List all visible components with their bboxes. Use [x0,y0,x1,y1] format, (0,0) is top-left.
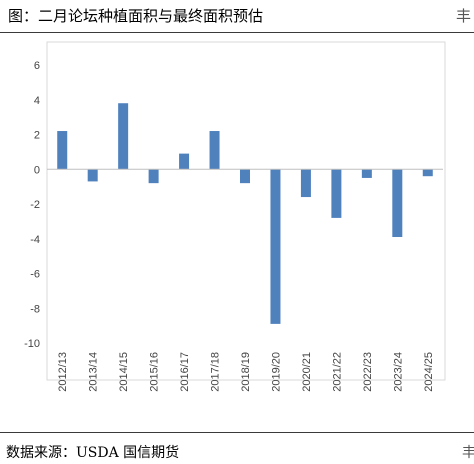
x-tick-label: 2012/13 [57,352,69,392]
x-tick-label: 2023/24 [392,352,404,392]
y-tick-label: -6 [30,269,40,281]
x-tick-label: 2022/23 [362,352,374,392]
y-axis-ticks: 6 4 2 0 -2 -4 -6 -8 -10 [24,60,40,350]
bar [87,169,98,182]
y-tick-label: 2 [34,130,40,142]
figure-title-cutoff: 丰 [456,7,472,25]
y-tick-label: -10 [24,338,40,350]
source-note-cutoff: 丰 [462,445,474,461]
bar [392,169,403,238]
bar [331,169,342,218]
x-tick-label: 2015/16 [149,352,161,392]
figure-title: 图：二月论坛种植面积与最终面积预估 [8,7,264,25]
source-note: 数据来源：USDA 国信期货 [6,445,180,461]
x-tick-label: 2016/17 [179,352,191,392]
x-tick-label: 2019/20 [270,352,282,392]
y-tick-label: -4 [30,234,40,246]
x-tick-label: 2021/22 [331,352,343,392]
bar [361,169,372,178]
bar [270,169,281,324]
x-tick-label: 2014/15 [118,352,130,392]
y-tick-label: -8 [30,303,40,315]
x-tick-label: 2024/25 [423,352,435,392]
bar [148,169,159,184]
bars [57,103,433,324]
plot-frame [46,41,446,381]
bar [57,131,68,170]
bar [422,169,433,177]
x-tick-label: 2013/14 [88,352,100,392]
y-tick-label: 0 [34,164,40,176]
x-axis-ticks: 2012/13 2013/14 2014/15 2015/16 2016/17 2017/… [57,352,435,392]
y-tick-label: -2 [30,199,40,211]
x-tick-label: 2017/18 [210,352,222,392]
bar [118,103,129,170]
x-tick-label: 2018/19 [240,352,252,392]
bar [300,169,311,198]
y-tick-label: 6 [34,60,40,72]
y-tick-label: 4 [34,95,40,107]
bar [209,131,220,170]
bar [240,169,250,184]
bar [179,153,190,170]
top-rule [0,32,474,33]
x-tick-label: 2020/21 [301,352,313,392]
bottom-rule [0,432,474,433]
